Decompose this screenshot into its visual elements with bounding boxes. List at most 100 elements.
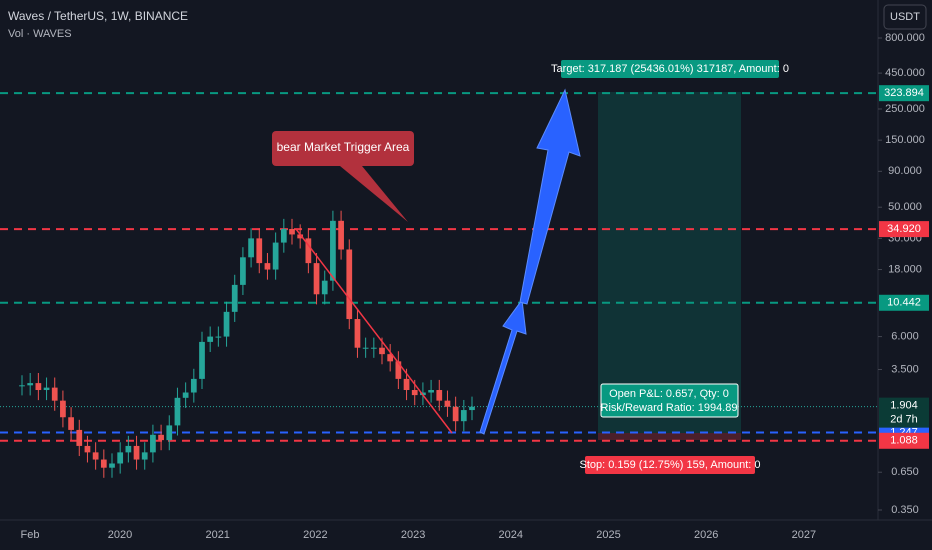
level-label: 1.088 bbox=[890, 435, 918, 447]
candle-body bbox=[35, 383, 42, 391]
candle-body bbox=[370, 347, 377, 349]
price-tick-label: 0.350 bbox=[891, 504, 919, 516]
open-pl: Open P&L: 0.657, Qty: 0 bbox=[609, 388, 729, 400]
countdown: 2d 7h bbox=[890, 414, 918, 426]
time-label: 2020 bbox=[108, 529, 132, 541]
candle-body bbox=[84, 445, 91, 453]
candle-body bbox=[174, 397, 181, 426]
candle-body bbox=[60, 400, 66, 418]
candle-body bbox=[141, 452, 148, 460]
time-label: 2022 bbox=[303, 529, 327, 541]
candle-body bbox=[305, 238, 312, 264]
candle-body bbox=[411, 390, 418, 396]
candle-body bbox=[100, 459, 107, 468]
candle-body bbox=[338, 220, 344, 250]
candle-body bbox=[444, 400, 451, 407]
candle-body bbox=[117, 452, 124, 464]
candle-body bbox=[92, 452, 99, 460]
level-tag bbox=[879, 432, 929, 449]
candle-body bbox=[158, 434, 164, 441]
candle-body bbox=[190, 378, 197, 393]
callout-box bbox=[272, 131, 414, 166]
candle-body bbox=[436, 390, 443, 401]
trend-line bbox=[295, 228, 453, 434]
candle-body bbox=[428, 390, 434, 393]
arrow bbox=[479, 298, 527, 435]
level-tag bbox=[879, 221, 929, 238]
price-tick-label: 6.000 bbox=[891, 330, 919, 342]
time-label: 2023 bbox=[401, 529, 425, 541]
candle-body bbox=[264, 263, 271, 270]
pl-box bbox=[600, 383, 739, 418]
candle-body bbox=[223, 311, 230, 337]
stop-label: Stop: 0.159 (12.75%) 159, Amount: 0 bbox=[579, 459, 760, 471]
candle-body bbox=[469, 406, 475, 411]
last-price-tag bbox=[879, 397, 929, 428]
candle-body bbox=[321, 280, 328, 295]
arrow bbox=[519, 88, 581, 305]
last-price-label: 1.904 bbox=[890, 400, 918, 412]
candle-body bbox=[240, 257, 246, 285]
candle-body bbox=[452, 406, 459, 422]
target-label: Target: 317.187 (25436.01%) 317187, Amou… bbox=[551, 63, 789, 75]
price-tick-label: 250.000 bbox=[885, 103, 925, 115]
candle-body bbox=[330, 220, 336, 281]
candle-body bbox=[362, 347, 369, 349]
time-label: 2027 bbox=[792, 529, 816, 541]
candle-body bbox=[280, 228, 287, 243]
candle-body bbox=[68, 417, 74, 430]
candle-body bbox=[403, 378, 410, 391]
time-label: 2025 bbox=[596, 529, 620, 541]
candle-body bbox=[387, 354, 394, 362]
candle-body bbox=[256, 238, 263, 264]
loss-zone bbox=[598, 433, 741, 440]
candle-body bbox=[313, 263, 320, 295]
price-tick-label: 50.000 bbox=[888, 201, 922, 213]
price-tick-label: 450.000 bbox=[885, 67, 925, 79]
price-tick-label: 0.650 bbox=[891, 466, 919, 478]
candle-body bbox=[289, 228, 295, 235]
symbol-title: Waves / TetherUS, 1W, BINANCE bbox=[8, 9, 188, 23]
candle-body bbox=[150, 434, 156, 453]
position-zone bbox=[598, 92, 741, 440]
time-label: 2021 bbox=[205, 529, 229, 541]
profit-zone bbox=[598, 92, 741, 433]
level-label: 10.442 bbox=[887, 297, 921, 309]
price-tick-label: 800.000 bbox=[885, 32, 925, 44]
currency-button[interactable] bbox=[883, 4, 927, 30]
currency[interactable]: USDT bbox=[890, 11, 920, 23]
candle-body bbox=[19, 385, 25, 387]
price-tick-label: 150.000 bbox=[885, 134, 925, 146]
level-label: 323.894 bbox=[884, 87, 924, 99]
candle-body bbox=[43, 387, 50, 391]
time-label: 2026 bbox=[694, 529, 718, 541]
candle-body bbox=[27, 383, 34, 386]
price-tick-label: 18.000 bbox=[888, 263, 922, 275]
volume-label: Vol · WAVES bbox=[8, 28, 72, 40]
price-tick-label: 3.500 bbox=[891, 363, 919, 375]
candle-body bbox=[272, 242, 279, 270]
candle-body bbox=[460, 410, 467, 422]
level-tag bbox=[879, 294, 929, 311]
candle-body bbox=[133, 445, 140, 460]
candle-body bbox=[297, 234, 304, 239]
candle-body bbox=[182, 392, 189, 398]
candle-body bbox=[231, 284, 238, 312]
level-tag bbox=[879, 85, 929, 102]
callout-pointer bbox=[340, 166, 408, 222]
risk-reward: Risk/Reward Ratio: 1994.89 bbox=[601, 402, 738, 414]
candle-body bbox=[166, 425, 173, 441]
candle-body bbox=[379, 347, 385, 355]
target-box bbox=[561, 60, 779, 78]
candle-body bbox=[354, 319, 361, 348]
candle-body bbox=[125, 445, 132, 453]
candle-body bbox=[207, 336, 214, 342]
candle-body bbox=[51, 387, 58, 401]
candle-body bbox=[109, 463, 115, 468]
price-tick-label: 90.000 bbox=[888, 165, 922, 177]
candle-body bbox=[199, 341, 205, 379]
time-label: Feb bbox=[21, 529, 40, 541]
level-label: 34.920 bbox=[887, 223, 921, 235]
